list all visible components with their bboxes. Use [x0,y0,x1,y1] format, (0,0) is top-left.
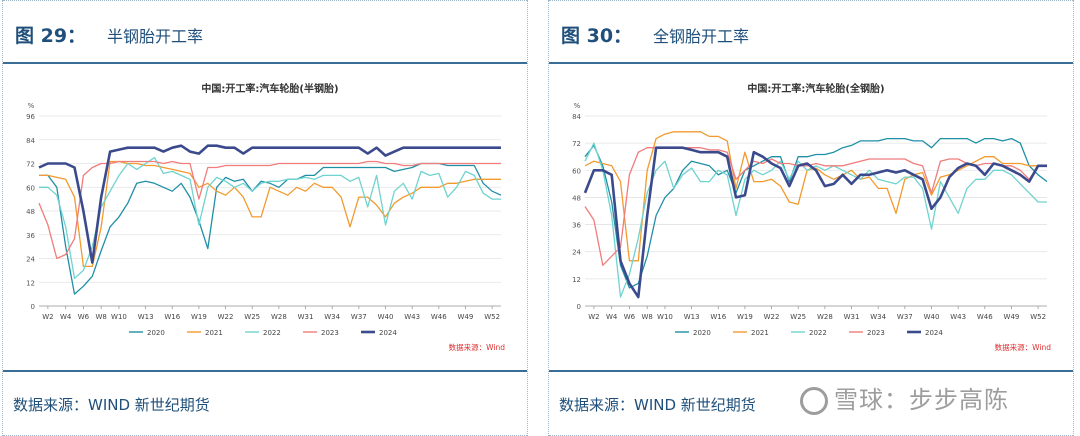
x-tick-label: W19 [191,313,207,321]
y-tick-label: 0 [577,303,581,311]
x-tick-label: W31 [298,313,314,321]
y-tick-label: 24 [26,256,35,264]
x-tick-label: W34 [324,313,340,321]
legend-label-2024: 2024 [925,329,943,337]
series-line-2023 [38,160,501,260]
x-tick-label: W8 [96,313,107,321]
y-tick-label: 36 [26,232,35,240]
legend-label-2021: 2021 [751,329,769,337]
x-tick-label: W46 [431,313,447,321]
watermark-text: 雪球：步步高陈 [834,386,1009,414]
series-line-2020 [584,137,1048,289]
left-figure-panel: 图 29： 半钢胎开工率 中国:开工率:汽车轮胎(半钢胎)% 0 12 24 36 48 6… [2,0,528,436]
series-line-2024 [583,146,1047,299]
source-text: 数据来源：WIND 新世纪期货 [559,396,756,414]
x-tick-label: W6 [78,313,90,321]
y-tick-label: 36 [572,222,581,230]
y-tick-label: 60 [572,167,581,175]
figure-number: 图 30： [561,25,633,47]
series-line-2021 [584,131,1047,262]
x-tick-label: W16 [710,313,726,321]
x-tick-label: W4 [60,313,72,321]
series-line-2022 [39,156,501,279]
x-tick-label: W40 [378,313,394,321]
y-tick-label: 12 [572,276,581,284]
y-tick-label: 96 [26,113,35,121]
x-tick-label: W52 [484,313,500,321]
figure-header: 图 30： 全钢胎开工率 [549,0,1073,64]
figure-title: 全钢胎开工率 [653,27,750,46]
y-tick-label: 12 [26,279,35,287]
x-tick-label: W10 [111,313,127,321]
right-figure-panel: 图 30： 全钢胎开工率 中国:开工率:汽车轮胎(全钢胎)% 0 12 24 36 48 6… [548,0,1074,436]
x-tick-label: W31 [844,313,860,321]
legend-label-2023: 2023 [321,329,339,337]
series-line-2024 [38,144,501,264]
x-tick-label: W49 [1004,313,1020,321]
x-tick-label: W40 [924,313,940,321]
figure-footer: 数据来源：WIND 新世纪期货 [3,370,527,436]
x-tick-label: W49 [458,313,474,321]
source-note: 数据来源：Wind [449,342,506,352]
x-tick-label: W43 [950,313,966,321]
x-tick-label: W13 [138,313,154,321]
chart-all-steel: 中国:开工率:汽车轮胎(全钢胎)% 0 12 24 36 48 60 72 84 W2 W4 W6 W8… [555,70,1067,364]
y-tick-label: 48 [572,194,581,202]
snowball-logo-icon [800,387,828,415]
x-tick-label: W2 [42,313,53,321]
x-tick-label: W10 [657,313,673,321]
x-tick-label: W2 [588,313,599,321]
legend-label-2024: 2024 [379,329,397,337]
x-tick-label: W28 [271,313,287,321]
x-tick-label: W22 [218,313,234,321]
x-tick-label: W46 [977,313,993,321]
source-text: 数据来源：WIND 新世纪期货 [13,396,210,414]
x-tick-label: W22 [764,313,780,321]
x-tick-label: W19 [737,313,753,321]
x-tick-label: W4 [606,313,618,321]
x-tick-label: W28 [817,313,833,321]
series-line-2022 [584,142,1047,298]
figure-number: 图 29： [15,25,87,47]
x-tick-label: W6 [624,313,636,321]
legend-label-2021: 2021 [205,329,223,337]
y-tick-label: 84 [26,137,35,145]
y-axis-unit: % [28,102,35,110]
legend-label-2020: 2020 [693,329,711,337]
chart-svg: 中国:开工率:汽车轮胎(半钢胎)% 0 12 24 36 48 60 72 84 96 W2 W4 W6… [26,82,506,352]
y-tick-label: 48 [26,208,35,216]
x-tick-label: W25 [244,313,260,321]
y-axis-unit: % [574,102,581,110]
figure-header: 图 29： 半钢胎开工率 [3,0,527,64]
watermark: 雪球：步步高陈 [800,380,1009,415]
series-line-2021 [39,160,501,268]
x-tick-label: W25 [790,313,806,321]
y-tick-label: 72 [572,140,581,148]
legend-label-2020: 2020 [147,329,165,337]
y-tick-label: 84 [572,113,581,121]
y-tick-label: 72 [26,161,35,169]
x-tick-label: W37 [897,313,913,321]
legend-label-2023: 2023 [867,329,885,337]
chart-svg: 中国:开工率:汽车轮胎(全钢胎)% 0 12 24 36 48 60 72 84 W2 W4 W6 W8… [572,82,1052,352]
x-tick-label: W43 [404,313,420,321]
chart-semi-steel: 中国:开工率:汽车轮胎(半钢胎)% 0 12 24 36 48 60 72 84 96 W2 W4 W6… [9,70,521,364]
legend-label-2022: 2022 [809,329,827,337]
y-tick-label: 0 [31,303,35,311]
y-tick-label: 24 [572,249,581,257]
chart-title: 中国:开工率:汽车轮胎(全钢胎) [747,82,884,95]
y-tick-label: 60 [26,184,35,192]
source-note: 数据来源：Wind [995,342,1052,352]
x-tick-label: W13 [684,313,700,321]
chart-title: 中国:开工率:汽车轮胎(半钢胎) [201,82,338,95]
x-tick-label: W8 [642,313,653,321]
figure-title: 半钢胎开工率 [107,27,204,46]
x-tick-label: W37 [351,313,367,321]
series-line-2020 [39,162,502,295]
x-tick-label: W52 [1030,313,1046,321]
x-tick-label: W16 [164,313,180,321]
legend-label-2022: 2022 [263,329,281,337]
x-tick-label: W34 [870,313,886,321]
